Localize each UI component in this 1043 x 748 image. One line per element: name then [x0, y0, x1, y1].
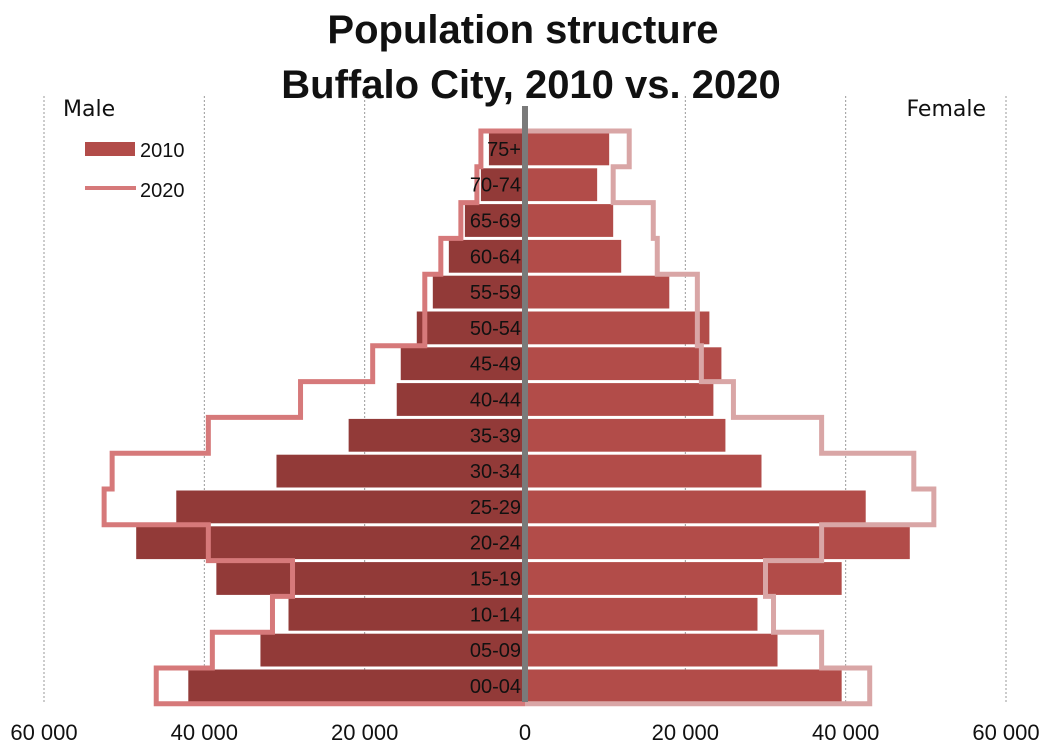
legend-swatch-2010 [85, 142, 135, 156]
bar-male-2010 [480, 168, 525, 202]
bar-male-2010 [488, 132, 525, 166]
age-label: 70-74 [470, 175, 521, 197]
bar-male-2010 [432, 275, 525, 309]
legend-label-2020: 2020 [140, 180, 185, 202]
x-tick-label: 60 000 [972, 720, 1039, 745]
age-label: 10-14 [470, 604, 521, 626]
age-label: 15-19 [470, 569, 521, 591]
bar-male-2010 [348, 418, 525, 452]
bar-male-2010 [136, 526, 526, 560]
bar-female-2010 [525, 562, 842, 595]
bar-male-2010 [400, 347, 525, 381]
bar-female-2010 [525, 454, 762, 488]
x-tick-label: 20 000 [652, 720, 719, 745]
bar-female-2010 [525, 347, 722, 381]
bar-female-2010 [525, 204, 614, 237]
age-label: 65-69 [470, 211, 521, 233]
age-label: 35-39 [470, 425, 521, 447]
age-label: 40-44 [470, 390, 521, 412]
x-tick-label: 40 000 [171, 720, 238, 745]
age-label: 20-24 [470, 533, 521, 555]
bar-female-2010 [525, 239, 622, 273]
bar-female-2010 [525, 275, 670, 309]
bar-male-2010 [216, 562, 525, 595]
bar-female-2010 [525, 418, 726, 452]
bar-male-2010 [276, 454, 525, 488]
bar-male-2010 [260, 633, 525, 667]
bar-male-2010 [396, 383, 525, 416]
legend-label-2010: 2010 [140, 140, 185, 162]
outline-male-2020 [101, 128, 525, 707]
bar-male-2010 [288, 597, 525, 631]
x-tick-label: 40 000 [812, 720, 879, 745]
bar-female-2010 [525, 526, 910, 560]
bar-male-2010 [448, 239, 525, 273]
bar-male-2010 [188, 669, 526, 703]
outlines-2020 [101, 128, 937, 707]
bar-female-2010 [525, 132, 610, 166]
age-label: 30-34 [470, 461, 521, 483]
age-label: 75+ [487, 139, 521, 161]
x-tick-label: 60 000 [10, 720, 77, 745]
age-labels: 00-04 05-09 10-14 15-19 20-24 25-29 30-34 35-39… [470, 139, 521, 698]
female-label: Female [906, 97, 986, 122]
bar-female-2010 [525, 633, 778, 667]
chart-title: Population structure [327, 8, 718, 52]
bar-female-2010 [525, 490, 866, 524]
bar-female-2010 [525, 597, 758, 631]
male-label: Male [63, 97, 115, 122]
age-label: 25-29 [470, 497, 521, 519]
age-label: 00-04 [470, 676, 521, 698]
age-label: 55-59 [470, 282, 521, 304]
bar-female-2010 [525, 168, 598, 202]
bars-2010 [136, 132, 910, 703]
bar-female-2010 [525, 669, 842, 703]
x-tick-labels: 60 000 40 000 20 000 0 20 000 40 000 60 000 [10, 720, 1039, 745]
age-label: 45-49 [470, 354, 521, 376]
bar-male-2010 [464, 204, 525, 237]
outline-female-2020 [525, 128, 937, 707]
bar-female-2010 [525, 383, 714, 416]
age-label: 50-54 [470, 318, 521, 340]
age-label: 60-64 [470, 246, 521, 268]
bar-male-2010 [416, 311, 525, 345]
bar-male-2010 [176, 490, 525, 524]
legend: 2010 2020 [85, 140, 185, 202]
x-tick-label: 20 000 [331, 720, 398, 745]
age-label: 05-09 [470, 640, 521, 662]
chart-subtitle: Buffalo City, 2010 vs. 2020 [281, 63, 781, 107]
x-tick-label: 0 [519, 720, 531, 745]
bar-female-2010 [525, 311, 710, 345]
